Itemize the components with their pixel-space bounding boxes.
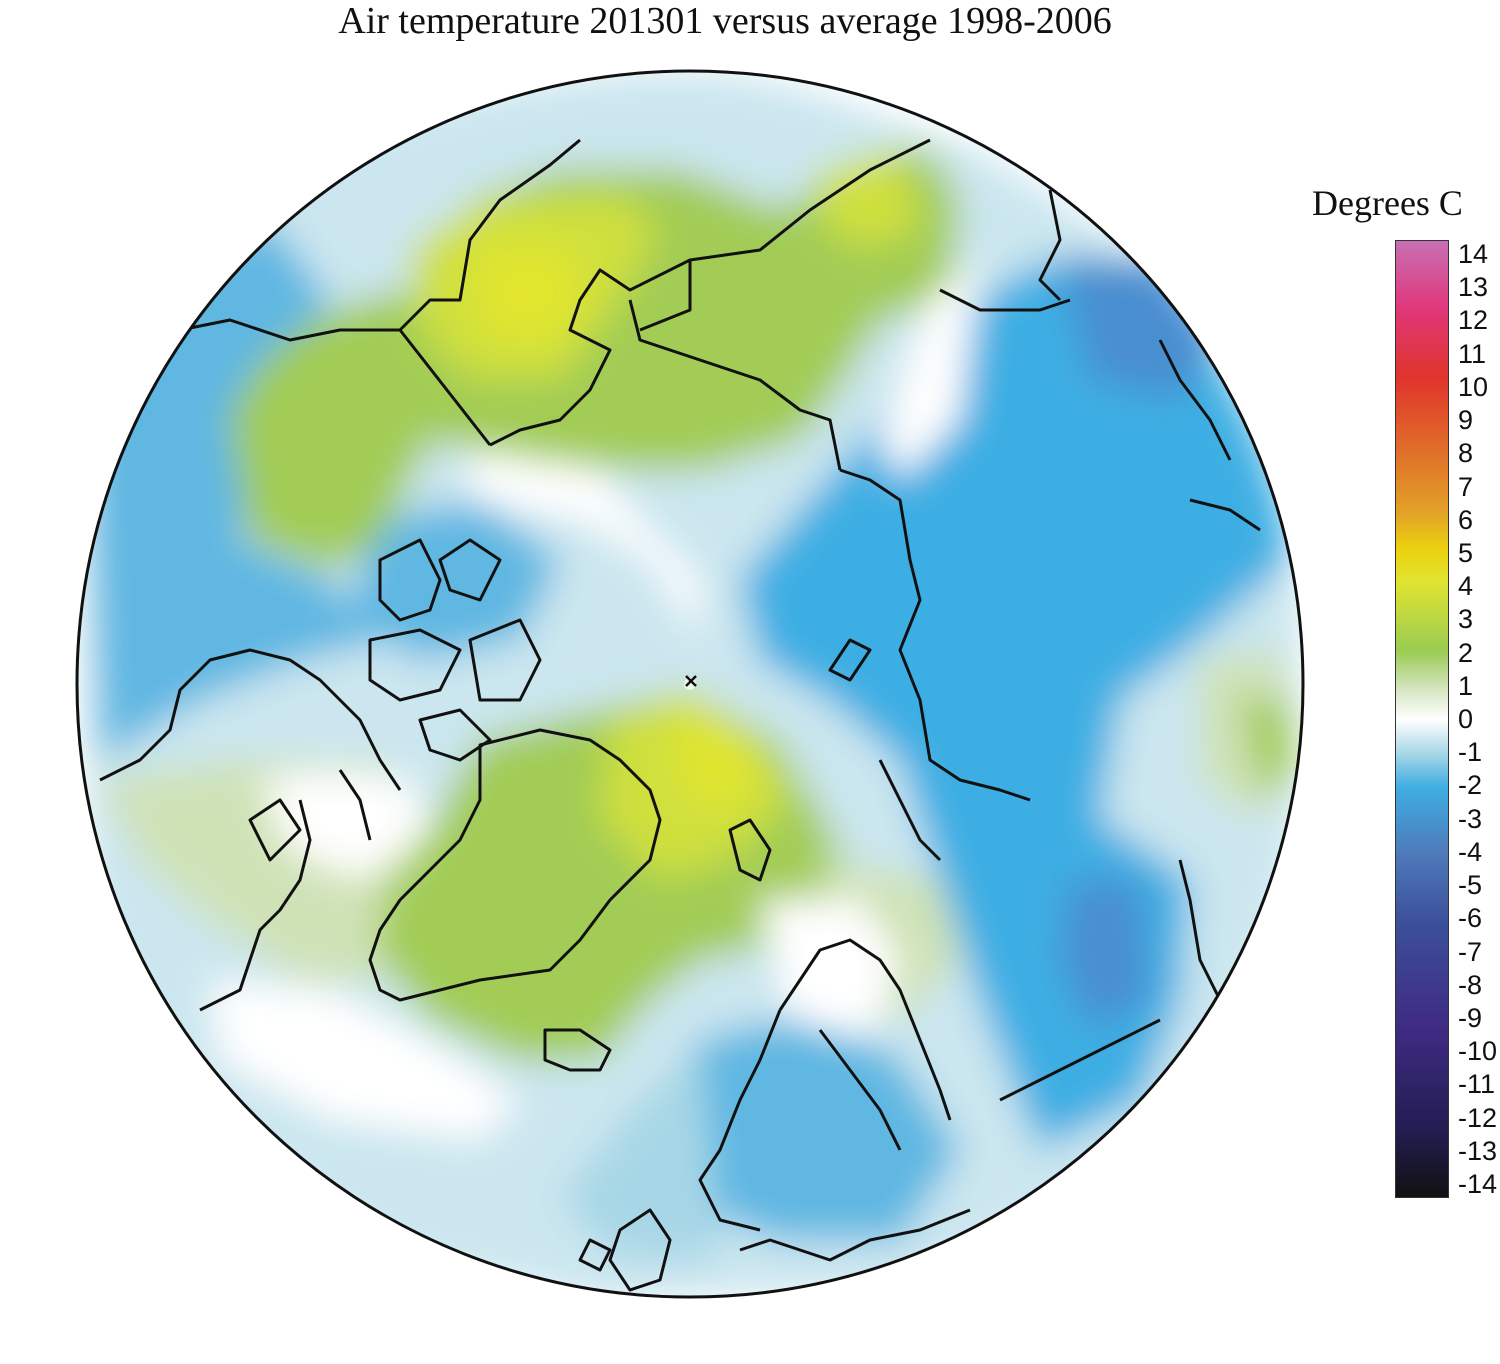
color-scale-tick-label: 10 (1458, 371, 1489, 402)
north-pole-marker (685, 675, 697, 687)
color-scale-tick-label: -1 (1458, 737, 1483, 768)
legend-title: Degrees C (1312, 183, 1463, 223)
color-scale-tick-label: -13 (1458, 1135, 1498, 1166)
color-scale-tick-label: 12 (1458, 305, 1489, 336)
color-scale-tick-label: 8 (1458, 438, 1474, 469)
color-scale-tick-label: 2 (1458, 637, 1474, 668)
color-scale-tick-label: 5 (1458, 537, 1474, 568)
map-boundary-circle (75, 69, 1305, 1299)
color-scale-tick-label: -2 (1458, 770, 1483, 801)
color-scale-tick-label: -11 (1458, 1069, 1496, 1100)
map-title: Air temperature 201301 versus average 19… (338, 0, 1112, 42)
color-scale-tick-label: -9 (1458, 1002, 1483, 1033)
color-scale-tick-label: -5 (1458, 870, 1483, 901)
color-scale-tick-label: -7 (1458, 936, 1483, 967)
color-scale-tick-label: -12 (1458, 1102, 1498, 1133)
color-scale-tick-label: 13 (1458, 272, 1489, 303)
color-scale-tick-label: 7 (1458, 471, 1474, 502)
color-scale-tick-label: 11 (1458, 338, 1487, 369)
color-scale-tick-label: 1 (1458, 670, 1474, 701)
color-scale-tick-label: 9 (1458, 405, 1474, 436)
color-scale-tick-label: -6 (1458, 903, 1483, 934)
color-scale-tick-label: -14 (1458, 1169, 1498, 1199)
color-scale-tick-label: -4 (1458, 836, 1483, 867)
color-scale-tick-label: -10 (1458, 1036, 1498, 1067)
color-scale-bar (1395, 240, 1449, 1198)
color-scale-tick-label: 6 (1458, 504, 1474, 535)
color-scale-tick-label: 4 (1458, 571, 1474, 602)
color-scale-tick-label: 0 (1458, 704, 1474, 734)
color-scale-tick-label: -3 (1458, 803, 1483, 834)
temperature-anomaly-field (77, 71, 1303, 1297)
color-scale-labels: 14 13 12 11 10 9 8 7 6 5 4 3 2 1 0 -1 -2 -3 -4 -5 -6 -7 -8 -9 -1… (1458, 239, 1500, 1199)
color-scale-tick-label: 3 (1458, 604, 1474, 635)
color-scale-tick-label: -8 (1458, 969, 1483, 1000)
color-scale-tick-label: 14 (1458, 239, 1489, 269)
coastlines (99, 138, 1261, 1292)
